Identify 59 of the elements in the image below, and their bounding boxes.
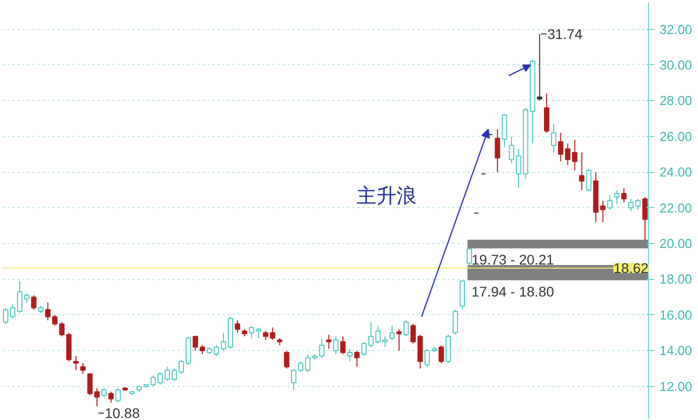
y-tick-label: 28.00 bbox=[660, 93, 692, 108]
annotation: 主升浪 bbox=[356, 183, 416, 208]
candlestick bbox=[375, 325, 381, 344]
y-tick-label: 32.00 bbox=[660, 22, 692, 37]
candlestick bbox=[361, 341, 367, 357]
candlestick bbox=[234, 320, 240, 334]
candlestick bbox=[508, 136, 514, 164]
candlestick bbox=[214, 344, 220, 357]
y-tick-label: 30.00 bbox=[660, 57, 692, 72]
candlestick bbox=[389, 325, 395, 340]
candlestick bbox=[586, 168, 592, 192]
candlestick bbox=[516, 148, 522, 189]
candlestick bbox=[220, 332, 226, 352]
candlestick bbox=[466, 248, 472, 268]
candlestick bbox=[340, 336, 346, 355]
candlestick bbox=[438, 344, 444, 364]
candlestick bbox=[494, 128, 500, 173]
candlestick bbox=[248, 325, 254, 339]
candlestick bbox=[115, 388, 121, 403]
candlestick bbox=[396, 328, 402, 352]
y-tick-label: 16.00 bbox=[660, 307, 692, 322]
candlestick bbox=[368, 322, 374, 348]
candlestick bbox=[284, 350, 290, 370]
candlestick bbox=[319, 338, 324, 358]
band-label: 19.73 - 20.21 bbox=[472, 251, 554, 268]
candlestick bbox=[31, 294, 36, 310]
candlestick bbox=[326, 334, 332, 350]
candlestick bbox=[550, 123, 556, 153]
candlestick bbox=[536, 33, 542, 102]
candlestick bbox=[73, 356, 79, 371]
y-tick-label: 20.00 bbox=[660, 236, 692, 252]
annotation: 31.74 bbox=[547, 26, 583, 42]
ref-line-label: 18.62 bbox=[613, 260, 649, 276]
candlestick bbox=[354, 350, 360, 368]
candlestick bbox=[607, 194, 613, 210]
y-tick-label: 24.00 bbox=[660, 164, 692, 180]
candlestick bbox=[87, 373, 93, 396]
candlestick bbox=[347, 348, 353, 362]
annotation: 10.88 bbox=[104, 405, 140, 420]
candlestick bbox=[579, 152, 584, 190]
y-tick-label: 18.00 bbox=[660, 272, 692, 287]
candlestick bbox=[452, 309, 458, 336]
candlestick bbox=[333, 336, 339, 355]
y-tick-label: 14.00 bbox=[660, 343, 692, 358]
candlestick bbox=[635, 198, 641, 210]
candlestick bbox=[628, 198, 634, 212]
candlestick bbox=[403, 320, 409, 337]
y-tick-label: 22.00 bbox=[660, 200, 692, 216]
candlestick bbox=[621, 188, 627, 203]
y-tick-label: 26.00 bbox=[660, 128, 692, 144]
candlestick bbox=[80, 362, 86, 374]
band-label: 17.94 - 18.80 bbox=[472, 283, 554, 300]
candlestick bbox=[108, 391, 114, 403]
candlestick bbox=[642, 196, 648, 240]
candlestick bbox=[544, 93, 550, 134]
candlestick bbox=[614, 189, 620, 205]
y-tick-label: 12.00 bbox=[660, 378, 692, 394]
candlestick bbox=[256, 326, 262, 339]
candlestick bbox=[94, 388, 100, 407]
